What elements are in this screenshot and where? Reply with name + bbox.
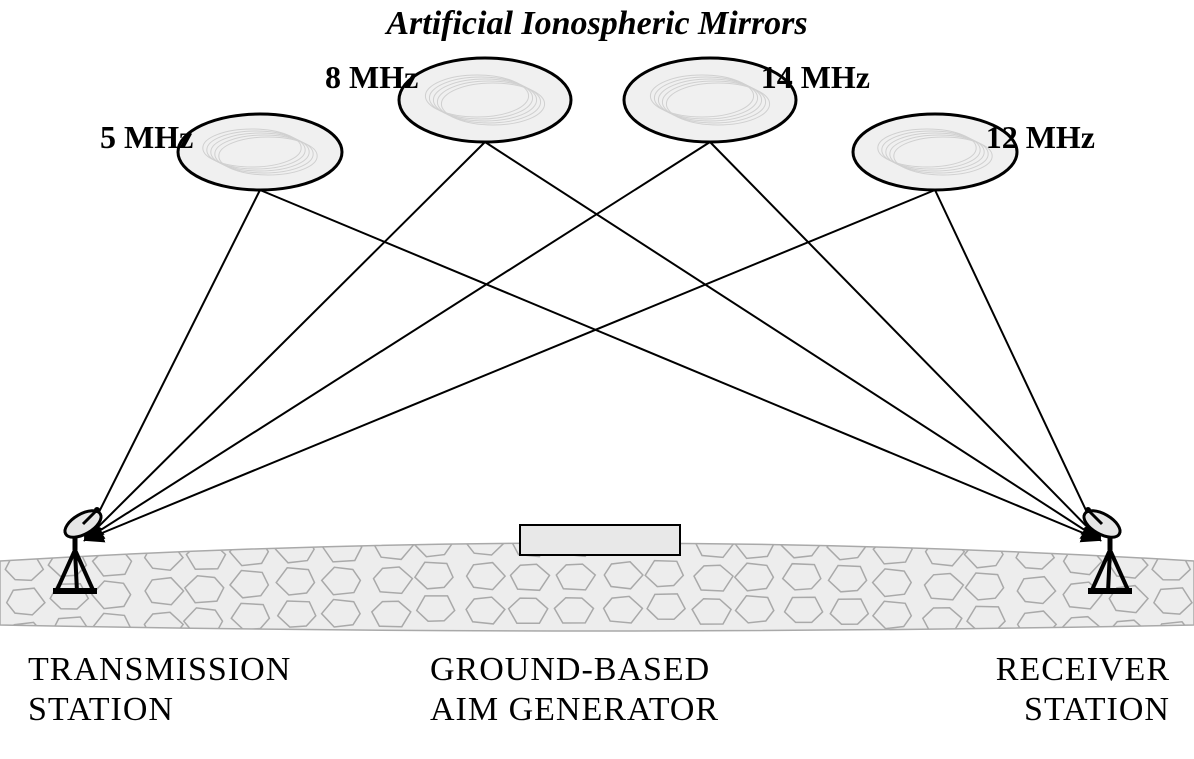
mirror-m2: 8 MHz (325, 58, 571, 142)
beam-up-m4 (85, 190, 935, 540)
mirror-m3: 14 MHz (624, 58, 870, 142)
gen_label-line2: AIM GENERATOR (430, 691, 719, 728)
gen_label-line1: GROUND-BASED (430, 651, 710, 688)
tx_label: TRANSMISSIONSTATION (28, 651, 291, 728)
beam-up-m1 (85, 190, 260, 540)
mirror-label-m1: 5 MHz (100, 119, 193, 155)
gen_label: GROUND-BASEDAIM GENERATOR (430, 651, 719, 728)
rx_label-line2: STATION (1024, 691, 1170, 728)
mirror-label-m3: 14 MHz (761, 59, 870, 95)
beam-up-m3 (85, 142, 710, 540)
mirror-m4: 12 MHz (853, 114, 1095, 190)
rx_label: RECEIVERSTATION (996, 651, 1170, 728)
diagram-root: 5 MHz 8 MHz 14 MHz 12 MHz Artificial Ionosph… (0, 0, 1194, 759)
beam-down-m1 (260, 190, 1100, 540)
mirror-label-m4: 12 MHz (986, 119, 1095, 155)
rx_label-line1: RECEIVER (996, 651, 1170, 688)
diagram-title: Artificial Ionospheric Mirrors (384, 5, 807, 42)
beam-up-m2 (85, 142, 485, 540)
tx_label-line1: TRANSMISSION (28, 651, 291, 688)
tx_label-line2: STATION (28, 691, 174, 728)
beams-group (85, 142, 1100, 540)
mirror-m1: 5 MHz (100, 114, 342, 190)
aim-generator-box (520, 525, 680, 555)
beam-down-m2 (485, 142, 1100, 540)
mirrors-group: 5 MHz 8 MHz 14 MHz 12 MHz (100, 58, 1095, 190)
mirror-label-m2: 8 MHz (325, 59, 418, 95)
